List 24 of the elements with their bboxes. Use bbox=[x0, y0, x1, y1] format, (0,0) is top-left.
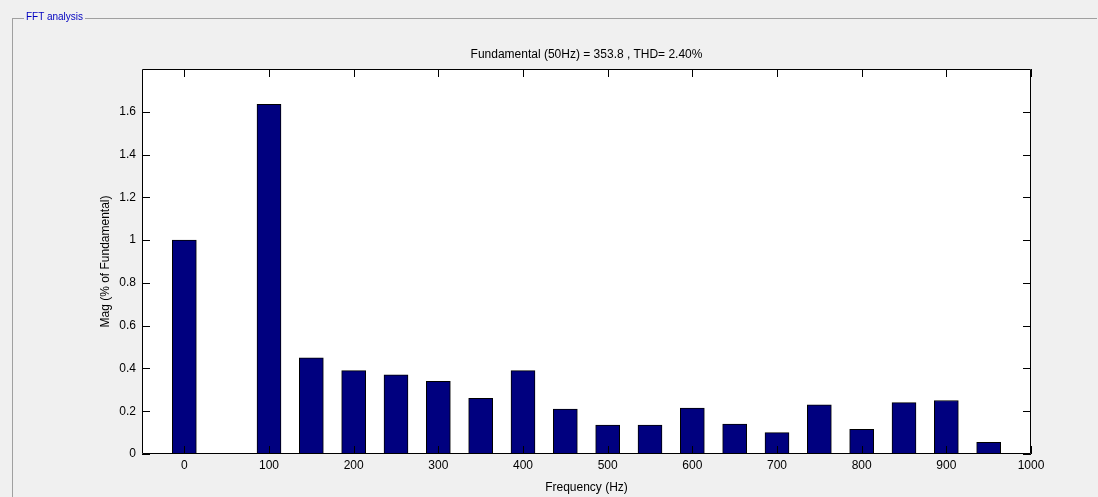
y-tick-label: 1.4 bbox=[119, 146, 137, 161]
x-tick-label: 1000 bbox=[1017, 457, 1045, 472]
y-tick-label: 0 bbox=[129, 446, 137, 461]
x-tick-label: 800 bbox=[851, 457, 872, 472]
x-axis-title: Frequency (Hz) bbox=[545, 480, 628, 495]
y-tick-label: 1 bbox=[129, 232, 137, 247]
text: FFT analysis bbox=[24, 11, 86, 22]
y-tick-label: 0.4 bbox=[119, 360, 137, 375]
y-tick-label: 1.6 bbox=[119, 104, 137, 119]
x-tick-label: 400 bbox=[512, 457, 534, 472]
x-tick-label: 200 bbox=[343, 457, 364, 472]
x-tick-label: 700 bbox=[766, 457, 788, 472]
x-tick-label: 600 bbox=[682, 457, 703, 472]
y-tick-label: 0.2 bbox=[119, 403, 137, 418]
x-tick-label: 0 bbox=[180, 457, 188, 472]
x-tick-label: 100 bbox=[258, 457, 280, 472]
x-tick-label: 300 bbox=[428, 457, 449, 472]
y-tick-label: 1.2 bbox=[119, 189, 137, 204]
y-axis-title: Mag (% of Fundamental) bbox=[97, 195, 112, 328]
y-tick-label: 0.6 bbox=[119, 317, 137, 332]
x-tick-label: 500 bbox=[597, 457, 618, 472]
y-tick-label: 0.8 bbox=[119, 275, 137, 290]
x-tick-label: 900 bbox=[936, 457, 957, 472]
chart-title: Fundamental (50Hz) = 353.8 , THD= 2.40% bbox=[470, 47, 703, 62]
